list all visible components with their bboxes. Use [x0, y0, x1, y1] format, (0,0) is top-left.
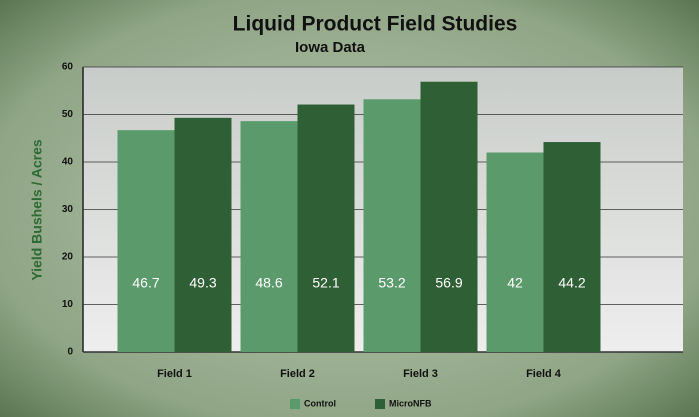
- bar: [421, 82, 478, 352]
- value-label: 48.6: [255, 275, 282, 291]
- bar: [298, 105, 355, 352]
- legend-swatch: [290, 399, 300, 409]
- chart-subtitle: Iowa Data: [295, 39, 366, 56]
- bar: [175, 118, 232, 352]
- chart: Liquid Product Field Studies Iowa Data Y…: [0, 0, 699, 417]
- y-tick-label: 60: [62, 62, 74, 73]
- value-label: 44.2: [558, 275, 585, 291]
- chart-title: Liquid Product Field Studies: [233, 13, 518, 36]
- value-label: 42: [507, 275, 523, 291]
- value-label: 46.7: [132, 275, 159, 291]
- legend-label: Control: [304, 398, 336, 408]
- legend-label: MicroNFB: [389, 398, 432, 408]
- x-tick-label: Field 2: [280, 368, 315, 380]
- y-tick-label: 50: [62, 109, 74, 120]
- bar: [544, 142, 601, 352]
- value-label: 56.9: [435, 275, 462, 291]
- y-tick-label: 40: [62, 157, 74, 168]
- bar: [364, 99, 421, 352]
- value-label: 52.1: [312, 275, 339, 291]
- bar: [487, 153, 544, 353]
- bar: [118, 130, 175, 352]
- legend-swatch: [375, 399, 385, 409]
- bar: [241, 121, 298, 352]
- value-label: 53.2: [378, 275, 405, 291]
- x-tick-label: Field 3: [403, 368, 438, 380]
- y-tick-label: 30: [62, 204, 74, 215]
- x-tick-label: Field 4: [526, 368, 562, 380]
- y-tick-label: 10: [62, 299, 74, 310]
- y-axis-label: Yield Bushels / Acres: [29, 139, 45, 281]
- x-tick-label: Field 1: [157, 368, 192, 380]
- y-tick-label: 0: [67, 347, 73, 358]
- value-label: 49.3: [189, 275, 216, 291]
- y-tick-label: 20: [62, 252, 74, 263]
